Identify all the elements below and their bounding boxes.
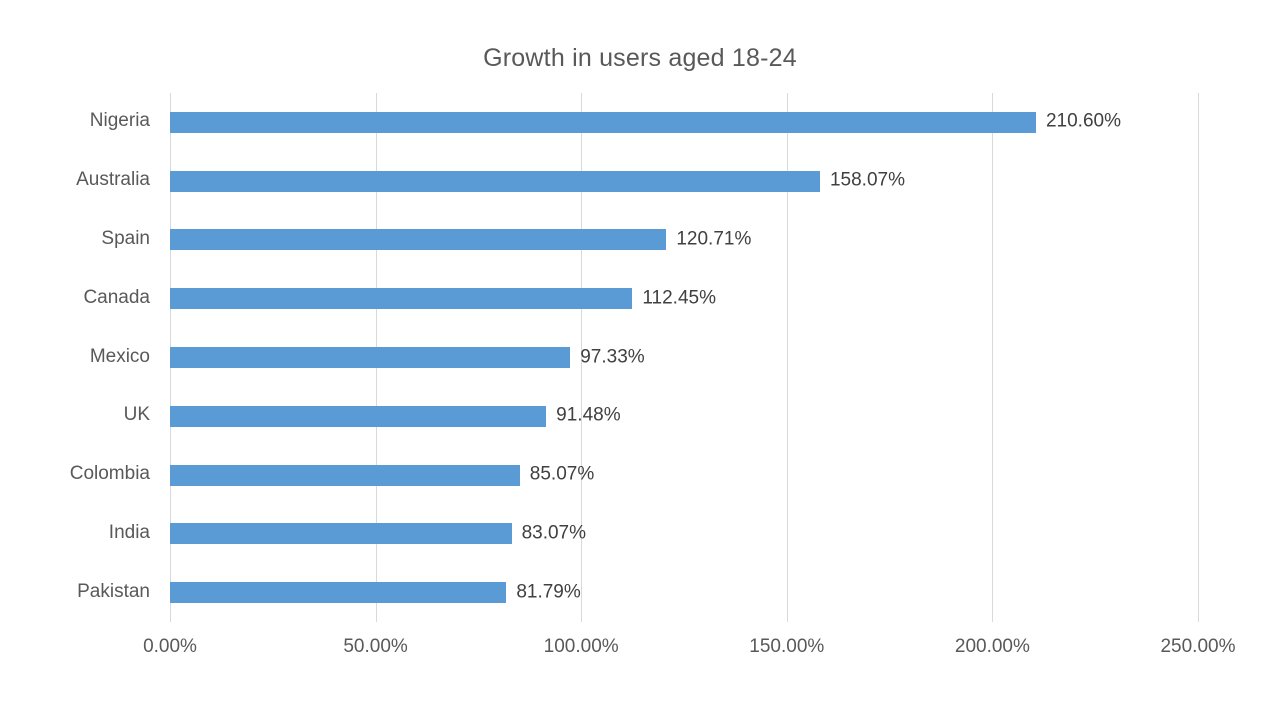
x-tick-label: 250.00% — [1160, 636, 1236, 657]
x-tick-label: 200.00% — [954, 636, 1030, 657]
x-tick-label: 50.00% — [343, 636, 408, 657]
bar-spain — [170, 229, 667, 251]
bar-india — [170, 523, 512, 545]
bar-value-label: 112.45% — [642, 287, 716, 309]
category-label-uk: UK — [123, 404, 150, 426]
bar-row: 83.07% — [170, 522, 1198, 545]
bar-value-label: 85.07% — [529, 463, 595, 485]
bar-row: 158.07% — [170, 169, 1198, 192]
bar-pakistan — [170, 582, 507, 604]
bar-row: 85.07% — [170, 463, 1198, 486]
category-label-india: India — [108, 521, 150, 543]
bar-value-label: 120.71% — [676, 228, 752, 250]
bar-value-label: 210.60% — [1045, 110, 1121, 132]
bar-row: 112.45% — [170, 287, 1198, 310]
gridline — [786, 93, 788, 622]
category-label-pakistan: Pakistan — [77, 580, 150, 602]
x-tick-label: 150.00% — [749, 636, 825, 657]
bar-canada — [170, 288, 633, 310]
bar-value-label: 81.79% — [516, 581, 581, 603]
x-tick-label: 100.00% — [543, 636, 619, 657]
bar-row: 91.48% — [170, 404, 1198, 427]
bar-value-label: 97.33% — [580, 346, 645, 368]
category-label-colombia: Colombia — [69, 463, 150, 485]
bar-value-label: 158.07% — [829, 169, 905, 191]
category-label-canada: Canada — [83, 286, 150, 308]
plot-area: 210.60% 158.07% 120.71% 112.45% 97.33% 91.48%… — [170, 93, 1199, 622]
bar-row: 120.71% — [170, 228, 1198, 251]
bar-row: 97.33% — [170, 346, 1198, 368]
bar-australia — [170, 170, 820, 192]
bar-uk — [170, 405, 547, 427]
bar-row: 81.79% — [170, 581, 1198, 604]
bar-row: 210.60% — [170, 110, 1198, 133]
gridline — [992, 93, 994, 622]
bar-mexico — [170, 347, 571, 368]
bar-colombia — [170, 464, 520, 486]
bar-value-label: 91.48% — [556, 404, 621, 426]
category-axis: Nigeria Australia Spain Canada Mexico UK Colom… — [0, 93, 150, 622]
category-label-mexico: Mexico — [89, 345, 150, 367]
category-label-spain: Spain — [101, 227, 150, 249]
gridline — [581, 93, 583, 622]
bar-value-label: 83.07% — [521, 522, 587, 544]
x-axis: 0.00% 50.00% 100.00% 150.00% 200.00% 250.00% — [0, 636, 1280, 676]
chart-title: Growth in users aged 18-24 — [483, 44, 797, 72]
x-tick-label: 0.00% — [143, 636, 197, 657]
bar-nigeria — [170, 111, 1036, 133]
category-label-australia: Australia — [76, 169, 150, 191]
gridline — [1198, 93, 1199, 622]
category-label-nigeria: Nigeria — [89, 110, 150, 132]
